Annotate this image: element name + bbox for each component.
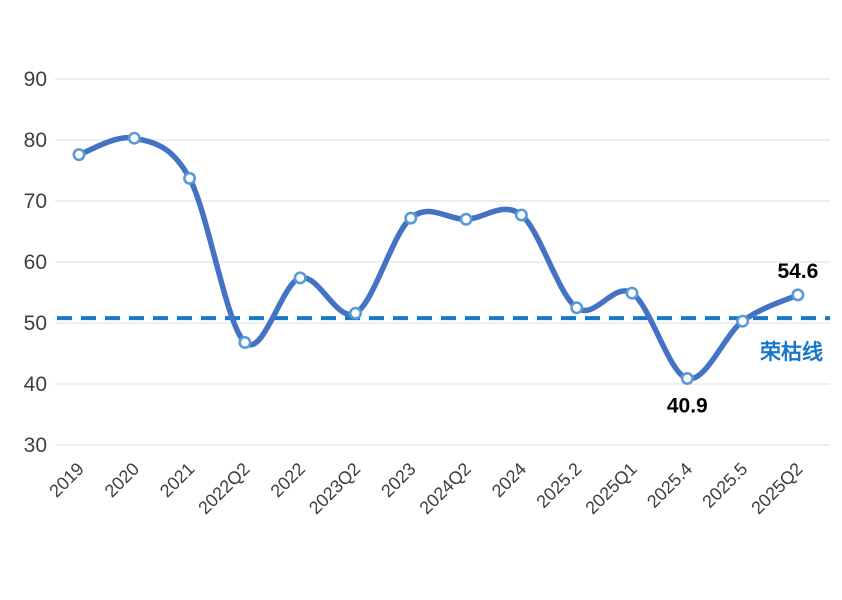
reference-line-label: 荣枯线 [759,340,823,364]
data-point-marker [791,288,805,302]
x-axis-tick-label: 2024Q2 [415,459,474,518]
x-axis-tick-label: 2019 [45,459,87,501]
x-axis-tick-label: 2023Q2 [305,459,364,518]
series-line [76,134,801,382]
x-axis-tick-label: 2021 [156,459,198,501]
x-axis-tick-label: 2025.4 [643,459,696,512]
data-point-marker [404,211,418,225]
x-axis-tick-label: 2020 [101,459,143,501]
x-axis-tick-label: 2025Q1 [581,459,640,518]
data-point-marker [72,148,86,162]
y-axis-tick-label: 80 [24,129,47,152]
x-axis-tick-label: 2024 [488,459,530,501]
data-point-value-label: 40.9 [667,395,708,418]
y-axis-tick-label: 90 [24,68,47,91]
y-axis-tick-label: 50 [24,312,47,335]
data-point-marker [625,286,639,300]
data-point-marker [570,301,584,315]
data-point-marker [183,171,197,185]
data-point-marker [127,131,141,145]
x-axis-tick-label: 2025.5 [698,459,751,512]
x-axis-tick-label: 2022 [267,459,309,501]
x-axis-tick-label: 2023 [377,459,419,501]
data-point-value-label: 54.6 [777,260,818,283]
x-axis-tick-label: 2022Q2 [194,459,253,518]
data-point-marker [238,335,252,349]
data-point-marker [680,371,694,385]
y-axis-tick-label: 30 [24,434,47,457]
data-point-marker [514,208,528,222]
y-axis-tick-label: 40 [24,373,47,396]
x-axis-tick-label: 2025.2 [532,459,585,512]
data-point-marker [293,271,307,285]
y-axis-tick-label: 60 [24,251,47,274]
x-axis-tick-label: 2025Q2 [747,459,806,518]
y-axis-tick-label: 70 [24,190,47,213]
data-point-marker [736,314,750,328]
data-point-marker [348,306,362,320]
data-point-marker [459,212,473,226]
